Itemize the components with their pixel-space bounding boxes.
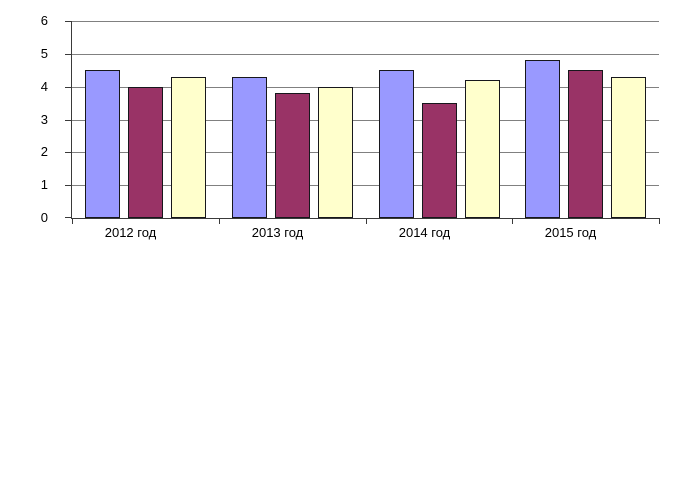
bar-series-2-cat3 [422, 103, 457, 218]
gridline [72, 21, 659, 22]
y-axis-label: 3 [40, 111, 48, 127]
y-axis-label: 1 [40, 177, 48, 193]
x-axis-label: 2015 год [544, 225, 597, 240]
y-axis-label: 6 [40, 13, 48, 28]
bar-series-2-cat4 [568, 70, 603, 218]
y-axis-tick [65, 152, 72, 154]
bar-series-3-cat1 [171, 77, 206, 218]
bar-series-1-cat4 [525, 60, 560, 218]
bar-series-3-cat2 [318, 87, 353, 218]
bar-series-1-cat2 [232, 77, 267, 218]
bar-series-2-cat1 [128, 87, 163, 218]
gridline [72, 86, 659, 88]
x-axis-tick [659, 218, 660, 224]
y-axis-tick [65, 185, 72, 187]
bar-series-1-cat1 [85, 70, 120, 218]
y-axis-label: 5 [40, 45, 48, 61]
gridline [72, 152, 659, 154]
y-axis-tick [65, 119, 72, 121]
x-axis-label: 2014 год [398, 225, 451, 240]
y-axis-tick [65, 53, 72, 55]
y-axis-tick [65, 217, 72, 218]
bar-series-2-cat2 [275, 93, 310, 218]
bar-series-3-cat3 [465, 80, 500, 218]
y-axis-label: 2 [40, 144, 48, 160]
bar-series-3-cat4 [611, 77, 646, 218]
x-axis-label: 2013 год [251, 225, 304, 240]
y-axis-label: 0 [40, 210, 48, 225]
x-axis-label: 2012 год [104, 225, 157, 240]
gridline [72, 119, 659, 121]
x-axis-tick [366, 218, 367, 224]
bar-series-1-cat3 [379, 70, 414, 218]
gridline [72, 185, 659, 187]
gridline [72, 53, 659, 55]
y-axis-label: 4 [40, 78, 48, 94]
x-axis-tick [219, 218, 220, 224]
y-axis-tick [65, 86, 72, 88]
y-axis-tick [65, 21, 72, 22]
x-axis-tick [72, 218, 73, 224]
plot-area [65, 21, 660, 224]
x-axis-tick [512, 218, 513, 224]
